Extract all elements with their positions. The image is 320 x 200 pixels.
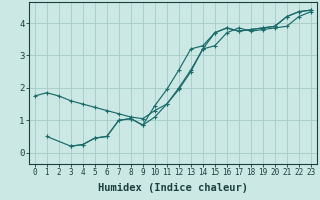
X-axis label: Humidex (Indice chaleur): Humidex (Indice chaleur) — [98, 183, 248, 193]
